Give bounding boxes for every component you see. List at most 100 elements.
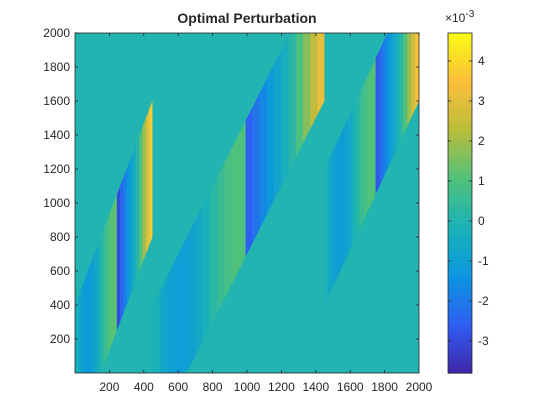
x-tick-label: 1000 (234, 380, 261, 394)
heatmap-cell (149, 101, 153, 246)
colorbar-swatch (448, 337, 472, 342)
y-tick-label: 1400 (43, 128, 70, 142)
y-tick-label: 1200 (43, 162, 70, 176)
colorbar-swatch (448, 269, 472, 274)
colorbar-swatch (448, 153, 472, 158)
colorbar-swatch (448, 305, 472, 310)
y-tick-label: 1000 (43, 196, 70, 210)
heatmap-cell (78, 288, 82, 373)
y-tick-label: 400 (50, 298, 70, 312)
heatmap-cell (116, 186, 121, 331)
y-tick-label: 1800 (43, 60, 70, 74)
colorbar-swatch (448, 97, 472, 102)
x-tick-label: 1800 (371, 380, 398, 394)
heatmap-band-3 (324, 33, 419, 305)
heatmap-cell (145, 109, 150, 254)
heatmap-cell (188, 220, 196, 371)
colorbar-multiplier-base: ×10 (445, 11, 466, 25)
heatmap-cell (195, 205, 203, 356)
colorbar-swatch (448, 329, 472, 334)
colorbar-swatch (448, 301, 472, 306)
heatmap-cell (152, 290, 160, 373)
colorbar-swatch (448, 349, 472, 354)
heatmap-cell (259, 78, 268, 229)
colorbar-swatch (448, 213, 472, 218)
heatmap-cell (348, 109, 352, 254)
colorbar-swatch (448, 237, 472, 242)
colorbar-swatch (448, 321, 472, 326)
heatmap-cell (245, 106, 253, 257)
heatmap-band-1 (75, 101, 153, 373)
colorbar-swatch (448, 225, 472, 230)
heatmap-cell (110, 203, 114, 348)
colorbar-swatch (448, 229, 472, 234)
colorbar-swatch (448, 345, 472, 350)
heatmap-cell (317, 33, 325, 116)
colorbar-tick-label: 2 (478, 134, 485, 148)
colorbar (448, 33, 472, 374)
colorbar-swatch (448, 113, 472, 118)
heatmap-cell (375, 50, 380, 195)
heatmap-cell (97, 237, 101, 373)
colorbar-swatch (448, 205, 472, 210)
colorbar-tick-label: 1 (478, 174, 485, 188)
x-tick-label: 1400 (302, 380, 329, 394)
colorbar-tick-label: 0 (478, 214, 485, 228)
heatmap-cell (87, 262, 92, 373)
colorbar-swatch (448, 313, 472, 318)
colorbar-swatch (448, 161, 472, 166)
colorbar-swatch (448, 149, 472, 154)
x-axis: 200 400 600 800 1000 1200 1400 1600 1800 2000 (99, 33, 433, 394)
colorbar-tick-label: 3 (478, 94, 485, 108)
heatmap-cell (75, 296, 79, 373)
heatmap-cell (399, 33, 404, 144)
colorbar-swatch (448, 273, 472, 278)
colorbar-swatch (448, 285, 472, 290)
heatmap-cell (367, 67, 372, 212)
heatmap-cell (104, 220, 108, 365)
heatmap-cell (288, 33, 296, 172)
colorbar-swatch (448, 201, 472, 206)
colorbar-swatch (448, 261, 472, 266)
heatmap-cell (107, 211, 111, 356)
colorbar-swatch (448, 181, 472, 186)
heatmap-cell (126, 160, 130, 305)
colorbar-swatch (448, 361, 472, 366)
heatmap-cell (387, 33, 392, 169)
heatmap-cell (231, 135, 239, 286)
heatmap-cell (328, 152, 333, 297)
heatmap-cell (129, 152, 134, 297)
y-tick-label: 800 (50, 230, 70, 244)
colorbar-swatch (448, 93, 472, 98)
heatmap-cell (391, 33, 396, 161)
x-tick-label: 800 (203, 380, 223, 394)
colorbar-swatch (448, 289, 472, 294)
colorbar-axis: -3 -2 -1 0 1 2 3 4 (448, 54, 489, 348)
heatmap-cell (133, 143, 137, 288)
colorbar-swatch (448, 105, 472, 110)
heatmap-cell (395, 33, 400, 152)
heatmap-cell (81, 279, 85, 373)
colorbar-tick-label: -1 (478, 254, 489, 268)
colorbar-swatch (448, 73, 472, 78)
colorbar-swatch (448, 69, 472, 74)
heatmap-cell (403, 33, 408, 135)
colorbar-swatch (448, 101, 472, 106)
heatmap-cell (209, 177, 217, 328)
colorbar-swatch (448, 241, 472, 246)
colorbar-swatch (448, 173, 472, 178)
colorbar-swatch (448, 353, 472, 358)
colorbar-swatch (448, 193, 472, 198)
heatmap-cell (252, 92, 260, 243)
heatmap-cell (407, 33, 412, 127)
heatmap-cell (139, 126, 143, 271)
heatmap-plot (75, 33, 419, 373)
colorbar-swatch (448, 117, 472, 122)
colorbar-swatch (448, 369, 472, 374)
colorbar-swatch (448, 125, 472, 130)
colorbar-swatch (448, 145, 472, 150)
colorbar-swatch (448, 197, 472, 202)
x-tick-label: 2000 (406, 380, 433, 394)
colorbar-swatch (448, 265, 472, 270)
heatmap-cell (216, 163, 225, 314)
